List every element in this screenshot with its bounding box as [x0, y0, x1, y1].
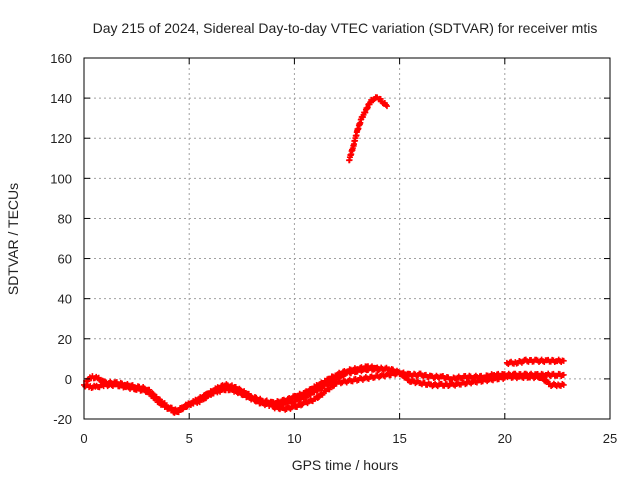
x-tick-label: 5: [186, 431, 193, 446]
y-tick-label: 60: [58, 252, 72, 267]
x-axis-label: GPS time / hours: [292, 457, 399, 473]
data-point: [375, 365, 382, 372]
x-tick-label: 10: [287, 431, 301, 446]
grid-lines: [84, 58, 610, 419]
y-axis-label: SDTVAR / TECUs: [5, 183, 21, 295]
data-point: [153, 393, 160, 400]
series-2: [270, 368, 567, 413]
chart-title: Day 215 of 2024, Sidereal Day-to-day VTE…: [93, 20, 598, 36]
data-point: [149, 390, 156, 397]
x-tick-label: 15: [392, 431, 406, 446]
data-point: [560, 371, 567, 378]
series-4: [503, 356, 567, 368]
x-tick-label: 20: [498, 431, 512, 446]
series-3: [346, 94, 390, 164]
x-tick-label: 25: [603, 431, 617, 446]
plot-frame: [83, 57, 611, 420]
data-point: [383, 103, 390, 110]
y-tick-label: 80: [58, 211, 72, 226]
data-point: [326, 376, 333, 383]
x-tick-label: 0: [80, 431, 87, 446]
y-tick-label: 20: [58, 332, 72, 347]
y-tick-label: 120: [50, 131, 72, 146]
y-tick-label: -20: [53, 412, 72, 427]
data-points: [81, 94, 567, 416]
data-point: [402, 373, 409, 380]
y-tick-label: 40: [58, 292, 72, 307]
data-point: [314, 394, 321, 401]
data-point: [560, 381, 567, 388]
y-tick-label: 140: [50, 91, 72, 106]
axis-ticks: 0 5 10 15 20 25 -20 0 20 40 60 80 100 120 140 160: [50, 51, 617, 446]
y-tick-label: 0: [65, 372, 72, 387]
y-tick-label: 100: [50, 171, 72, 186]
y-tick-label: 160: [50, 51, 72, 66]
data-point: [560, 357, 567, 364]
series-1: [83, 363, 382, 415]
